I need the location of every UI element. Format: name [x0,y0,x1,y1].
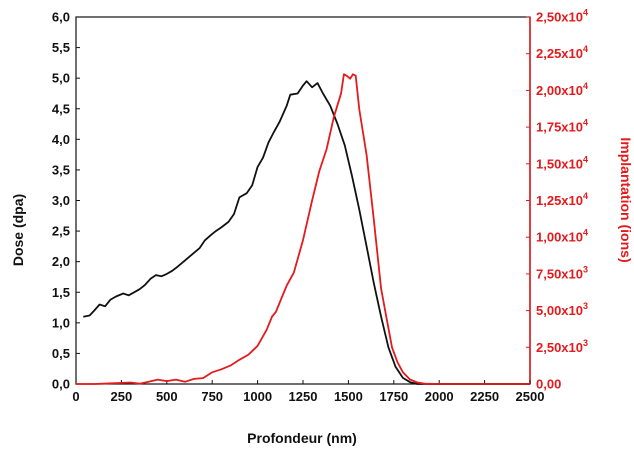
x-tick-label: 1500 [334,389,363,404]
right-tick-label: 0,00 [536,377,561,392]
series-layer [76,73,530,385]
x-tick-label: 250 [111,389,133,404]
left-tick-label: 4,0 [52,132,70,147]
x-tick-label: 0 [72,389,79,404]
left-tick-label: 0,5 [52,346,70,361]
x-tick-label: 2500 [516,389,545,404]
x-tick-label: 1750 [379,389,408,404]
right-tick-label: 2,25x104 [536,44,588,61]
left-tick-label: 2,5 [52,224,70,239]
left-tick-label: 5,5 [52,40,70,55]
implantation-line [76,73,530,385]
right-tick-label: 2,50x104 [536,8,588,25]
left-tick-label: 4,5 [52,101,70,116]
dose-line [83,80,530,385]
left-tick-label: 1,0 [52,315,70,330]
right-tick-label: 2,50x103 [536,338,588,355]
x-tick-label: 1000 [243,389,272,404]
x-axis-title: Profondeur (nm) [247,430,357,446]
left-tick-label: 1,5 [52,285,70,300]
x-tick-label: 2000 [425,389,454,404]
right-axis-title: Implantation (ions) [618,137,634,262]
right-tick-label: 5,00x103 [536,301,588,318]
x-axis-ticks: 0 250 500 750 1000 1250 1500 1750 2000 2250 2500 [72,380,544,404]
x-tick-label: 750 [201,389,223,404]
left-tick-label: 2,0 [52,254,70,269]
left-tick-label: 0,0 [52,377,70,392]
right-tick-label: 2,00x104 [536,81,588,98]
right-tick-label: 1,00x104 [536,228,588,245]
left-axis-ticks: 0,0 0,5 1,0 1,5 2,0 2,5 3,0 3,5 4,0 4,5 5,0 5,5 6,0 [52,10,80,392]
plot-border [75,16,531,385]
left-tick-label: 6,0 [52,10,70,25]
right-tick-label: 1,50x104 [536,154,588,171]
left-axis-title: Dose (dpa) [10,194,26,266]
left-tick-label: 5,0 [52,71,70,86]
left-tick-label: 3,0 [52,193,70,208]
x-tick-label: 2250 [470,389,499,404]
x-tick-label: 500 [156,389,178,404]
right-axis-ticks: 0,00 2,50x103 5,00x103 7,50x103 1,00x104 1,25… [526,8,588,392]
plot-frame [75,16,531,385]
x-tick-label: 1250 [289,389,318,404]
right-tick-label: 1,25x104 [536,191,588,208]
right-tick-label: 1,75x104 [536,118,588,135]
right-tick-label: 7,50x103 [536,264,588,281]
left-tick-label: 3,5 [52,162,70,177]
